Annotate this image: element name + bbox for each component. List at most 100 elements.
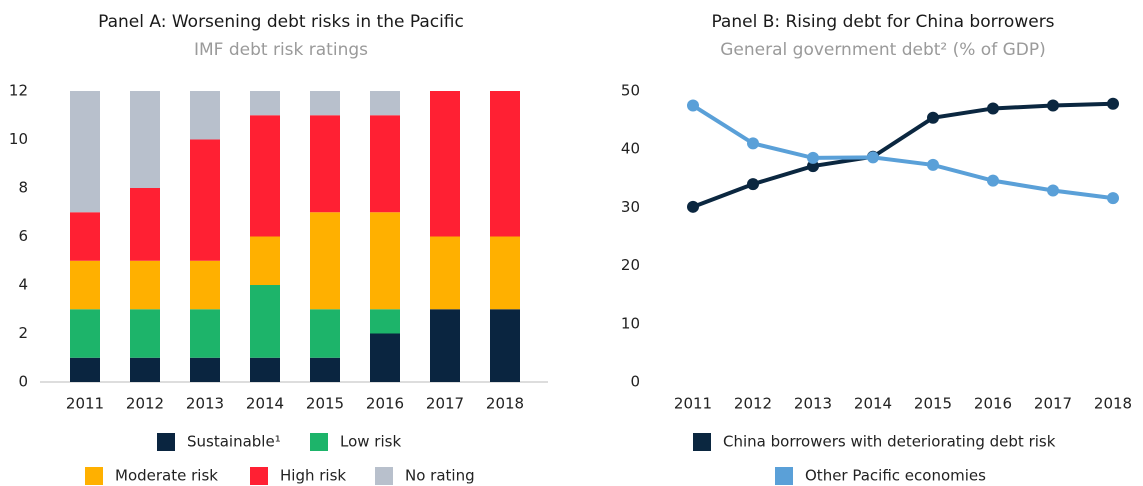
- y-tick-label: 6: [18, 227, 28, 245]
- y-tick-label: 2: [18, 324, 28, 342]
- x-tick-label: 2016: [366, 395, 404, 413]
- bar-segment: [130, 260, 160, 310]
- bar-segment: [370, 212, 400, 310]
- legend-label: Sustainable¹: [187, 433, 281, 451]
- bar-segment: [310, 357, 340, 382]
- legend-label: Other Pacific economies: [805, 467, 986, 485]
- point: [1107, 97, 1119, 110]
- x-tick-label: 2013: [794, 395, 832, 413]
- point: [1047, 184, 1059, 197]
- point: [687, 99, 699, 112]
- bar-segment: [430, 236, 460, 310]
- bar-segment: [310, 115, 340, 213]
- bar-segment: [190, 260, 220, 310]
- bar-segment: [130, 309, 160, 358]
- y-tick-label: 12: [9, 82, 28, 100]
- bar-segment: [370, 309, 400, 334]
- y-tick-label: 10: [621, 314, 640, 332]
- bar-segment: [490, 236, 520, 310]
- bar-segment: [370, 115, 400, 213]
- x-tick-label: 2012: [734, 395, 772, 413]
- point: [747, 178, 759, 191]
- y-tick-label: 0: [18, 373, 28, 391]
- legend-label: Moderate risk: [115, 467, 218, 485]
- bar-segment: [70, 357, 100, 382]
- bar-segment: [430, 309, 460, 382]
- x-tick-label: 2016: [974, 395, 1012, 413]
- chart-subtitle: IMF debt risk ratings: [194, 40, 368, 60]
- legend-swatch: [375, 467, 393, 485]
- y-tick-label: 20: [621, 256, 640, 274]
- point: [1107, 192, 1119, 205]
- legend-swatch: [85, 467, 103, 485]
- y-tick-label: 10: [9, 130, 28, 148]
- y-tick-label: 4: [18, 276, 28, 294]
- x-tick-label: 2013: [186, 395, 224, 413]
- x-tick-label: 2018: [1094, 395, 1132, 413]
- x-tick-label: 2017: [426, 395, 464, 413]
- bar-segment: [190, 309, 220, 358]
- legend-swatch: [157, 433, 175, 451]
- bar-segment: [310, 91, 340, 116]
- bar-segment: [250, 236, 280, 285]
- bar-segment: [70, 260, 100, 310]
- y-tick-label: 0: [630, 373, 640, 391]
- bar-segment: [310, 309, 340, 358]
- point: [1047, 99, 1059, 112]
- legend-label: China borrowers with deteriorating debt …: [723, 433, 1056, 451]
- line: [691, 103, 1114, 201]
- bar-segment: [490, 309, 520, 382]
- point: [927, 111, 939, 124]
- x-tick-label: 2014: [854, 395, 892, 413]
- bar-segment: [250, 91, 280, 116]
- bar-segment: [370, 333, 400, 382]
- x-tick-label: 2011: [66, 395, 104, 413]
- x-tick-label: 2017: [1034, 395, 1072, 413]
- x-tick-label: 2015: [306, 395, 344, 413]
- legend-swatch: [693, 433, 711, 451]
- bar-segment: [70, 91, 100, 213]
- y-tick-label: 50: [621, 82, 640, 100]
- point: [867, 151, 879, 164]
- bar-segment: [250, 285, 280, 358]
- legend-swatch: [775, 467, 793, 485]
- bar-segment: [430, 91, 460, 237]
- point: [807, 151, 819, 164]
- line: [692, 101, 1114, 209]
- bar-segment: [70, 309, 100, 358]
- y-tick-label: 30: [621, 198, 640, 216]
- bar-segment: [190, 139, 220, 261]
- legend-label: No rating: [405, 467, 475, 485]
- point: [987, 174, 999, 187]
- y-tick-label: 8: [18, 179, 28, 197]
- chart-title: Panel A: Worsening debt risks in the Pac…: [98, 12, 464, 32]
- bar-segment: [130, 188, 160, 261]
- bar-segment: [250, 115, 280, 237]
- point: [987, 102, 999, 115]
- legend-label: Low risk: [340, 433, 401, 451]
- bar-segment: [190, 91, 220, 140]
- bar-segment: [130, 91, 160, 188]
- bar-segment: [310, 212, 340, 310]
- bar-segment: [70, 212, 100, 261]
- y-tick-label: 40: [621, 140, 640, 158]
- legend-swatch: [250, 467, 268, 485]
- x-tick-label: 2014: [246, 395, 284, 413]
- chart-subtitle: General government debt² (% of GDP): [720, 40, 1046, 60]
- point: [687, 200, 699, 213]
- bar-segment: [250, 357, 280, 382]
- point: [927, 158, 939, 171]
- x-tick-label: 2011: [674, 395, 712, 413]
- bar-segment: [370, 91, 400, 116]
- legend-swatch: [310, 433, 328, 451]
- bar-segment: [190, 357, 220, 382]
- bar-segment: [130, 357, 160, 382]
- x-tick-label: 2015: [914, 395, 952, 413]
- bar-segment: [490, 91, 520, 237]
- x-tick-label: 2012: [126, 395, 164, 413]
- point: [747, 137, 759, 150]
- x-tick-label: 2018: [486, 395, 524, 413]
- chart-title: Panel B: Rising debt for China borrowers: [711, 12, 1054, 32]
- legend-label: High risk: [280, 467, 346, 485]
